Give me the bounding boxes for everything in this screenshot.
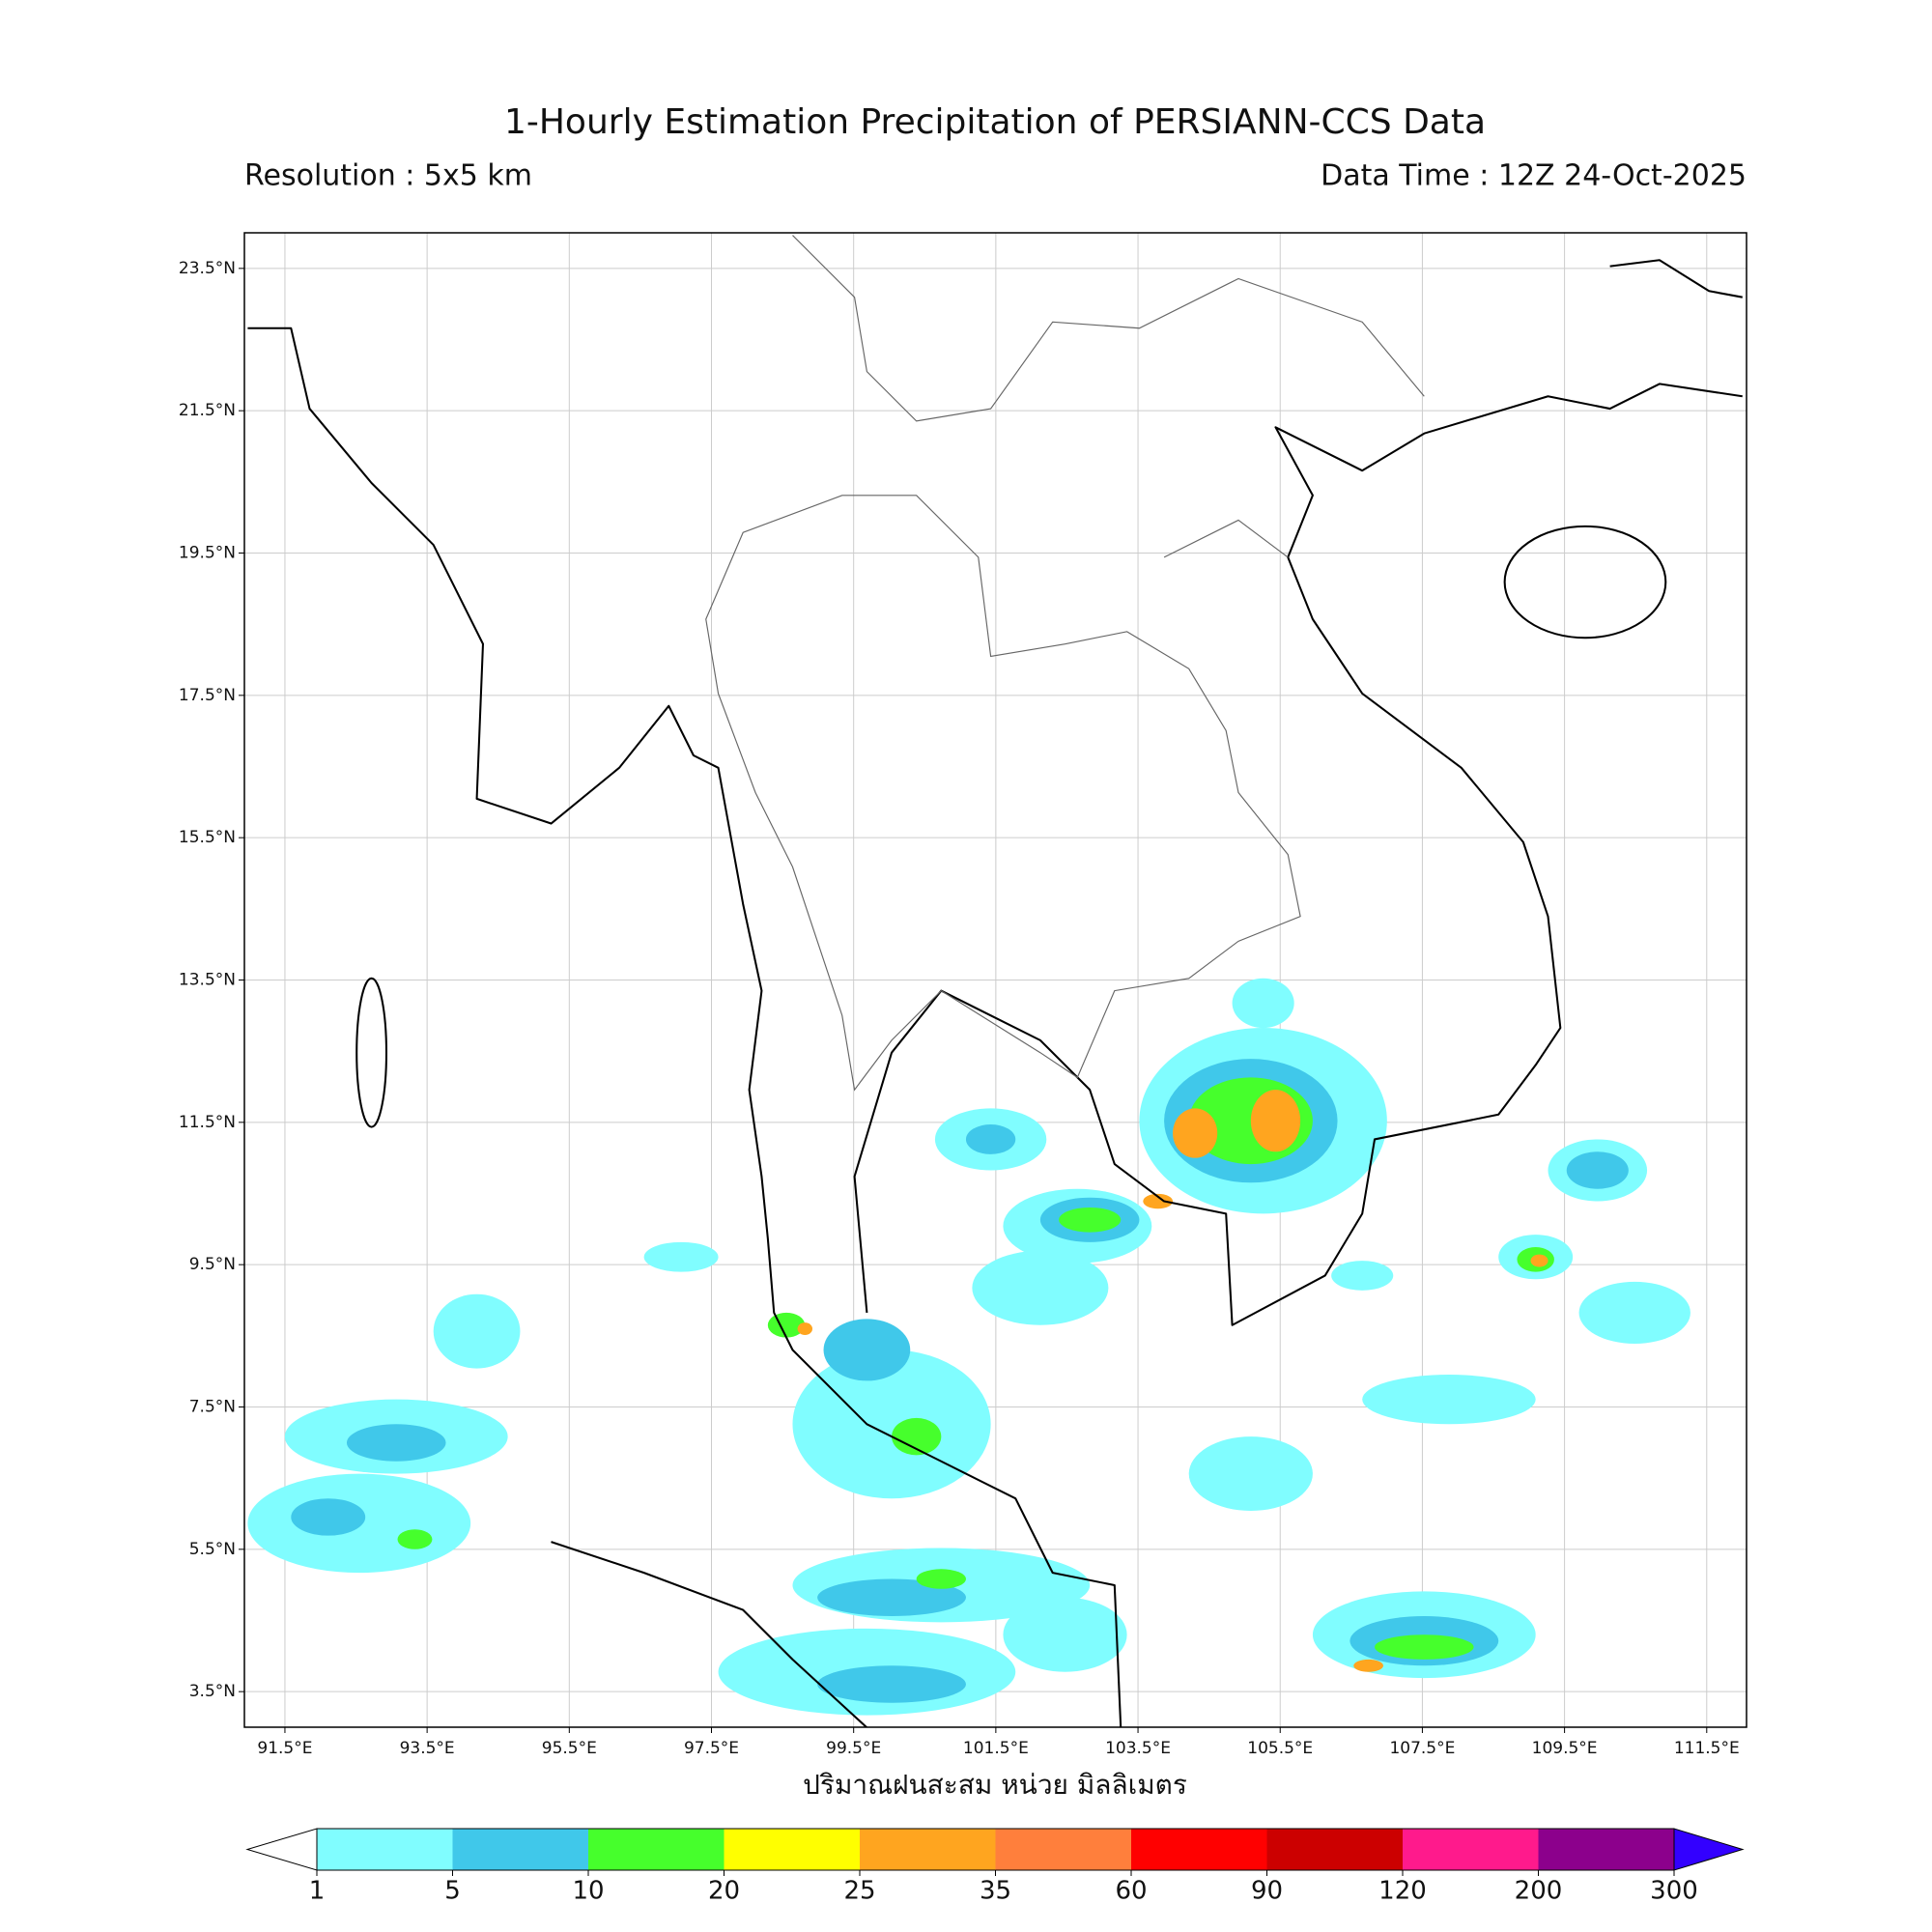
x-tick-label: 101.5°E — [963, 1739, 1029, 1758]
rain-light — [247, 978, 1690, 1716]
map-area — [247, 235, 1743, 1727]
x-tick-label: 107.5°E — [1389, 1739, 1455, 1758]
colorbar-box — [1403, 1829, 1539, 1870]
y-tick-label: 11.5°N — [179, 1113, 236, 1132]
colorbar-box — [452, 1829, 588, 1870]
y-tick-label: 9.5°N — [189, 1255, 236, 1274]
x-tick-label: 105.5°E — [1247, 1739, 1313, 1758]
y-tick-label: 21.5°N — [179, 401, 236, 420]
colorbar-label: 5 — [444, 1877, 461, 1906]
x-tick-label: 91.5°E — [257, 1739, 312, 1758]
colorbar-label: 10 — [572, 1877, 604, 1906]
colorbar-box — [1131, 1829, 1267, 1870]
x-label: ปริมาณฝนสะสม หน่วย มิลลิเมตร — [803, 1769, 1187, 1801]
colorbar-label: 90 — [1251, 1877, 1283, 1906]
y-tick-label: 15.5°N — [179, 828, 236, 847]
colorbar-label: 1 — [309, 1877, 326, 1906]
x-tick-label: 95.5°E — [542, 1739, 597, 1758]
colorbar-box — [724, 1829, 860, 1870]
colorbar-box — [588, 1829, 724, 1870]
colorbar-label: 200 — [1515, 1877, 1563, 1906]
x-tick-label: 93.5°E — [400, 1739, 455, 1758]
y-tick-label: 17.5°N — [179, 686, 236, 705]
y-tick-label: 23.5°N — [179, 259, 236, 278]
colorbar-label: 300 — [1650, 1877, 1698, 1906]
x-tick-label: 97.5°E — [684, 1739, 739, 1758]
y-tick-label: 13.5°N — [179, 971, 236, 990]
grid — [244, 233, 1747, 1727]
y-tick-label: 5.5°N — [189, 1540, 236, 1559]
colorbar-box — [1266, 1829, 1403, 1870]
colorbar-label: 25 — [843, 1877, 875, 1906]
colorbar-label: 120 — [1378, 1877, 1427, 1906]
coastlines — [247, 235, 1743, 1727]
x-tick-label: 109.5°E — [1532, 1739, 1598, 1758]
rain-very-heavy — [797, 1090, 1548, 1672]
colorbar-over — [1673, 1828, 1745, 1871]
data-time: Data Time : 12Z 24-Oct-2025 — [1321, 159, 1747, 193]
x-tick-label: 99.5°E — [826, 1739, 881, 1758]
precipitation — [247, 978, 1690, 1716]
colorbar-box — [860, 1829, 996, 1870]
resolution: Resolution : 5x5 km — [244, 159, 532, 193]
title: 1-Hourly Estimation Precipitation of PER… — [504, 102, 1486, 142]
colorbar-label: 35 — [980, 1877, 1011, 1906]
y-tick-label: 19.5°N — [179, 544, 236, 563]
colorbar-under — [245, 1828, 318, 1871]
colorbar-box — [1538, 1829, 1674, 1870]
y-tick-label: 3.5°N — [189, 1682, 236, 1701]
colorbar-box — [995, 1829, 1131, 1870]
y-tick-label: 7.5°N — [189, 1398, 236, 1417]
colorbar-label: 20 — [708, 1877, 740, 1906]
colorbar-label: 60 — [1115, 1877, 1147, 1906]
colorbar: 1 5 10 20 25 35 60 90 120 200 300 — [245, 1828, 1745, 1906]
x-tick-label: 103.5°E — [1105, 1739, 1171, 1758]
x-tick-label: 111.5°E — [1674, 1739, 1740, 1758]
colorbar-box — [317, 1829, 453, 1870]
